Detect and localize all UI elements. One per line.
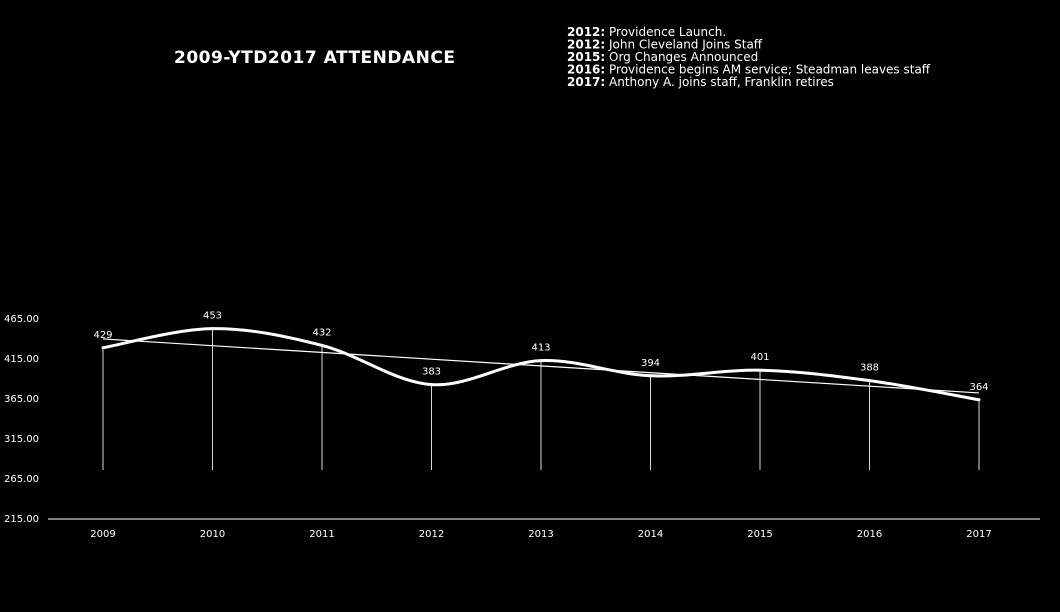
y-tick-label: 265.00 <box>4 474 39 485</box>
x-tick-label: 2013 <box>528 529 553 540</box>
annotation-year: 2015: <box>567 50 605 64</box>
data-label: 364 <box>969 382 988 393</box>
annotation-text: Anthony A. joins staff, Franklin retires <box>605 75 834 89</box>
y-tick-label: 215.00 <box>4 514 39 525</box>
x-tick-label: 2009 <box>90 529 115 540</box>
data-point <box>430 383 433 387</box>
y-axis: 215.00 265.00 315.00 365.00 415.00 465.00 <box>4 314 39 525</box>
data-point <box>101 346 105 350</box>
annotation-text: Providence begins AM service; Steadman l… <box>605 63 931 77</box>
annotation-2: 2012: John Cleveland Joins Staff <box>567 38 763 52</box>
annotation-1: 2012: Providence Launch. <box>567 25 726 39</box>
x-tick-label: 2012 <box>419 529 444 540</box>
data-label: 432 <box>312 327 331 338</box>
annotation-text: John Cleveland Joins Staff <box>605 38 763 52</box>
x-tick-label: 2014 <box>638 529 663 540</box>
annotation-3: 2015: Org Changes Announced <box>567 50 758 64</box>
annotation-4: 2016: Providence begins AM service; Stea… <box>567 63 931 77</box>
y-tick-label: 415.00 <box>4 354 39 365</box>
annotation-year: 2016: <box>567 63 605 77</box>
data-label: 401 <box>750 352 769 363</box>
chart-title: 2009-YTD2017 ATTENDANCE <box>174 48 455 68</box>
data-label: 429 <box>93 330 112 341</box>
data-point <box>868 379 871 383</box>
annotation-text: Org Changes Announced <box>605 50 758 64</box>
annotation-year: 2012: <box>567 25 605 39</box>
data-label: 388 <box>860 363 879 374</box>
annotation-5: 2017: Anthony A. joins staff, Franklin r… <box>567 75 834 89</box>
drop-lines <box>102 328 980 470</box>
x-tick-label: 2015 <box>747 529 772 540</box>
data-labels: 429 453 432 383 413 394 401 388 364 <box>93 311 989 402</box>
data-label: 453 <box>203 311 222 322</box>
data-point <box>320 343 324 347</box>
data-label: 394 <box>641 358 660 369</box>
data-label: 383 <box>422 367 441 378</box>
data-point <box>649 374 652 378</box>
x-axis: 2009 2010 2011 2012 2013 2014 2015 2016 2017 <box>48 518 1040 540</box>
x-tick-label: 2011 <box>309 529 334 540</box>
trendline-group <box>102 338 980 394</box>
x-tick-label: 2017 <box>966 529 991 540</box>
y-tick-label: 365.00 <box>4 394 39 405</box>
y-tick-label: 465.00 <box>4 314 39 325</box>
data-point <box>758 368 762 372</box>
y-tick-label: 315.00 <box>4 434 39 445</box>
trendline <box>102 338 980 394</box>
annotation-year: 2017: <box>567 75 605 89</box>
data-point <box>539 359 543 363</box>
data-point <box>977 398 981 402</box>
data-point <box>211 327 214 331</box>
data-label: 413 <box>531 343 550 354</box>
x-tick-label: 2016 <box>857 529 882 540</box>
annotation-list: 2012: Providence Launch.2012: John Cleve… <box>567 25 931 89</box>
x-tick-label: 2010 <box>200 529 225 540</box>
annotation-year: 2012: <box>567 38 605 52</box>
annotation-text: Providence Launch. <box>605 25 726 39</box>
